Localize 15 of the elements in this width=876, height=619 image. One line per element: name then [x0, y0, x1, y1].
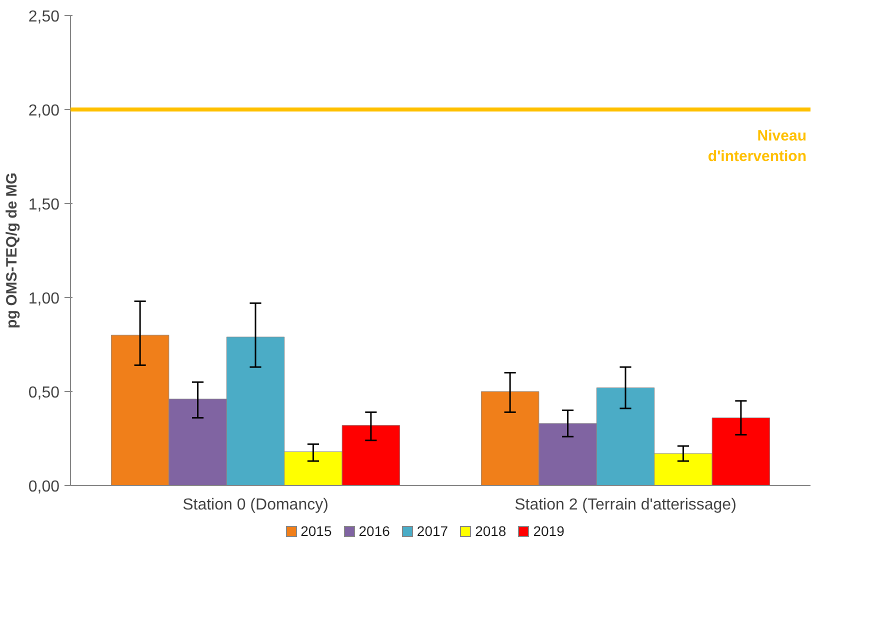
- y-tick-label: 2,50: [28, 8, 60, 26]
- y-tick-label: 0,50: [28, 384, 60, 402]
- y-tick-label: 1,50: [28, 196, 60, 214]
- x-tick-label: Station 0 (Domancy): [182, 496, 328, 514]
- legend-label: 2015: [300, 522, 332, 541]
- legend-label: 2016: [358, 522, 390, 541]
- y-tick-label: 2,00: [28, 102, 60, 120]
- legend-label: 2018: [474, 522, 506, 541]
- legend-label: 2019: [532, 522, 564, 541]
- y-tick-label: 1,00: [28, 290, 60, 308]
- y-tick-label: 0,00: [28, 478, 60, 496]
- y-axis-title: pg OMS-TEQ/g de MG: [3, 172, 20, 328]
- legend-label: 2017: [416, 522, 448, 541]
- ref-line-label: Niveau d'intervention: [708, 128, 807, 165]
- x-tick-label: Station 2 (Terrain d'atterissage): [514, 496, 736, 514]
